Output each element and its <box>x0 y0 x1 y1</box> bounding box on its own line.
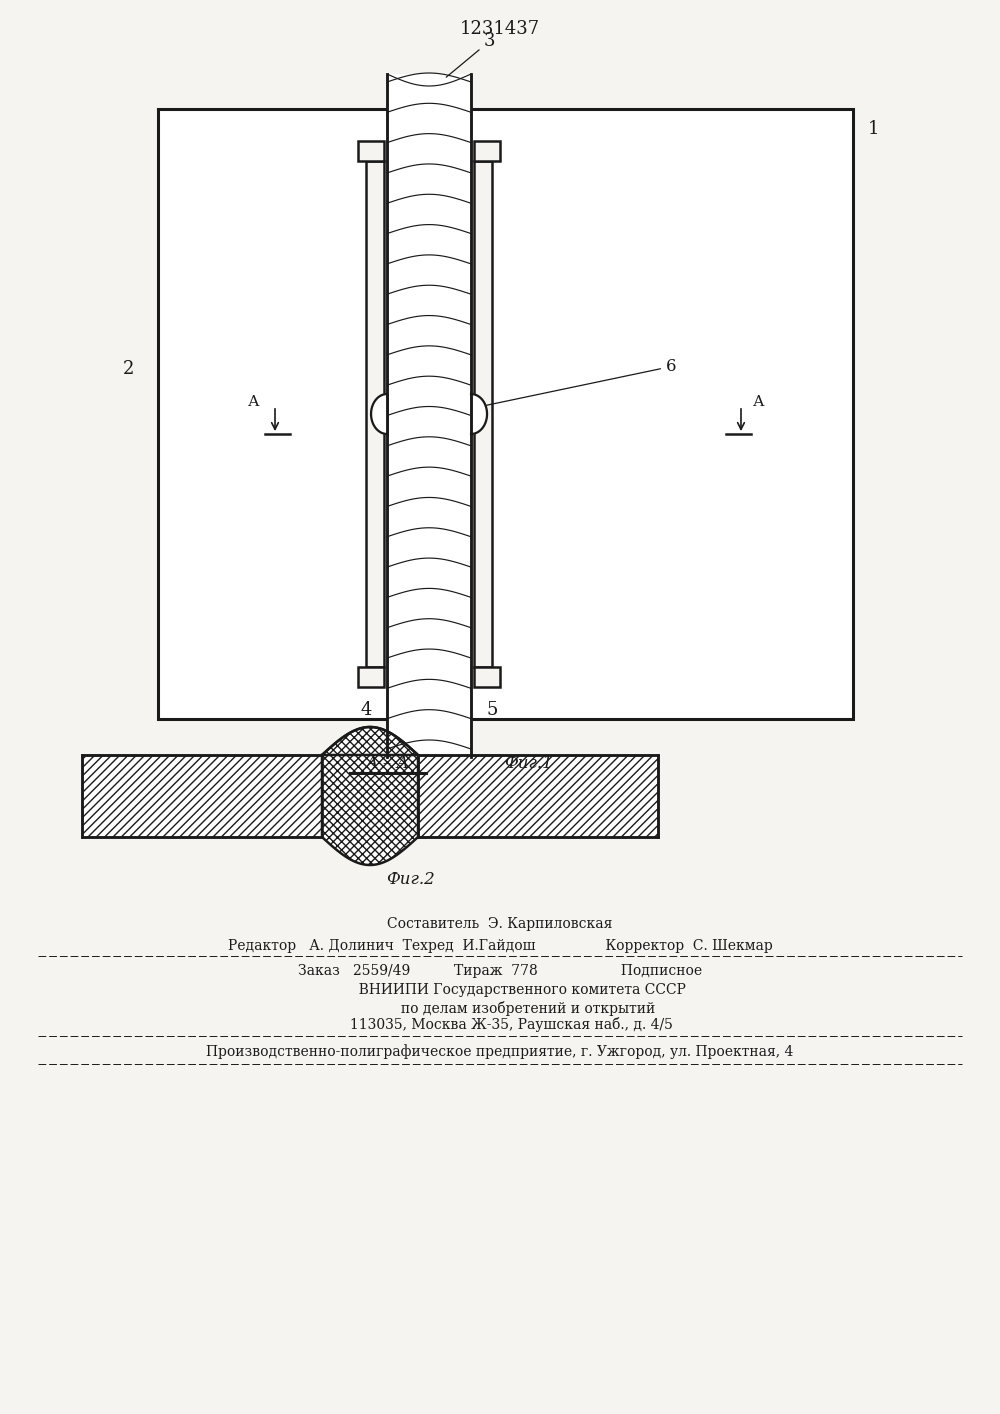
Text: 4: 4 <box>360 701 372 718</box>
Text: Фиг.2: Фиг.2 <box>386 871 434 888</box>
Text: Редактор   А. Долинич  Техред  И.Гайдош                Корректор  С. Шекмар: Редактор А. Долинич Техред И.Гайдош Корр… <box>228 939 772 953</box>
Text: ВНИИПИ Государственного комитета СССР: ВНИИПИ Государственного комитета СССР <box>315 983 685 997</box>
Bar <box>158 109 853 718</box>
Text: 2: 2 <box>123 361 134 378</box>
Text: 3: 3 <box>446 33 496 78</box>
Text: Фиг.1: Фиг.1 <box>504 755 552 772</box>
Text: 6: 6 <box>486 358 676 406</box>
Polygon shape <box>371 395 387 434</box>
Text: А – А: А – А <box>366 755 410 772</box>
Text: Составитель  Э. Карпиловская: Составитель Э. Карпиловская <box>387 918 613 930</box>
Bar <box>358 141 384 161</box>
Text: А: А <box>248 395 260 409</box>
Text: по делам изобретений и открытий: по делам изобретений и открытий <box>344 1001 656 1015</box>
Text: 1: 1 <box>868 120 880 139</box>
Text: 1231437: 1231437 <box>460 20 540 38</box>
Text: 5: 5 <box>486 701 498 718</box>
Text: Производственно-полиграфическое предприятие, г. Ужгород, ул. Проектная, 4: Производственно-полиграфическое предприя… <box>206 1045 794 1059</box>
Bar <box>418 755 658 837</box>
Text: А: А <box>753 395 765 409</box>
Bar <box>366 161 384 667</box>
Text: Заказ   2559/49          Тираж  778                   Подписное: Заказ 2559/49 Тираж 778 Подписное <box>298 964 702 978</box>
Polygon shape <box>322 727 418 865</box>
Bar <box>358 667 384 687</box>
Text: 113035, Москва Ж-35, Раушская наб., д. 4/5: 113035, Москва Ж-35, Раушская наб., д. 4… <box>328 1018 672 1032</box>
Polygon shape <box>471 395 487 434</box>
Bar <box>474 141 500 161</box>
Bar <box>474 161 492 667</box>
Bar <box>387 74 471 756</box>
Polygon shape <box>322 727 418 865</box>
Bar <box>474 667 500 687</box>
Bar <box>82 755 322 837</box>
